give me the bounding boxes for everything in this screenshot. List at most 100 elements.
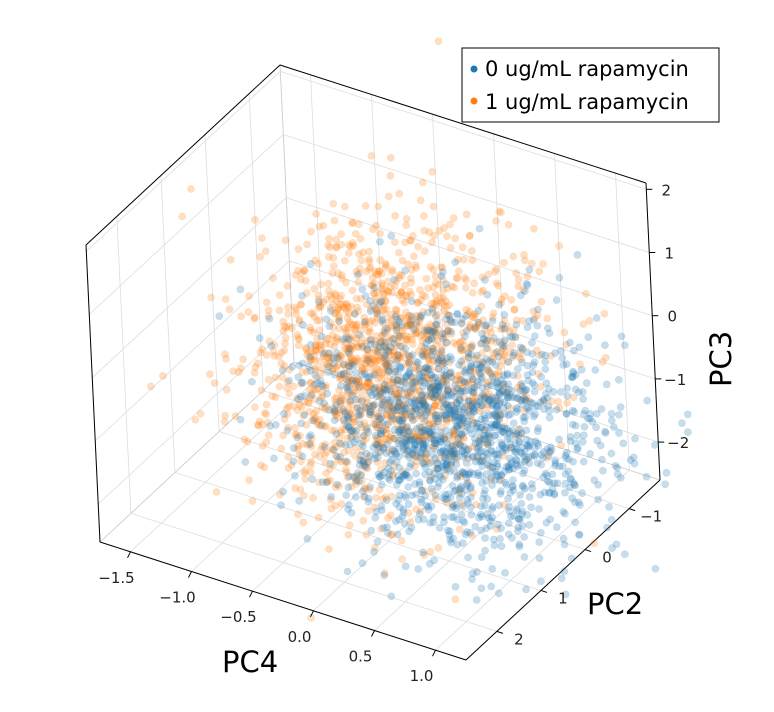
data-point	[334, 304, 343, 312]
data-point	[446, 352, 455, 361]
data-point	[611, 461, 620, 470]
y-tick-mark	[496, 630, 504, 634]
data-point	[350, 386, 359, 395]
data-point	[528, 259, 536, 268]
data-point	[533, 459, 542, 468]
data-point	[399, 400, 408, 409]
data-point	[271, 373, 280, 382]
data-point	[415, 387, 424, 396]
data-point	[397, 287, 405, 296]
data-point	[340, 448, 348, 457]
data-point	[372, 493, 380, 502]
data-point	[417, 507, 425, 516]
data-point	[509, 476, 517, 484]
data-point	[344, 415, 353, 424]
data-point	[357, 333, 366, 342]
data-point	[402, 442, 411, 450]
data-point	[336, 400, 345, 408]
data-point	[626, 456, 635, 464]
data-point	[432, 296, 441, 305]
data-point	[423, 333, 432, 342]
data-point	[402, 337, 410, 346]
data-point	[386, 153, 395, 162]
data-point	[364, 336, 372, 345]
data-point	[344, 403, 352, 412]
data-point	[437, 298, 446, 307]
data-point	[366, 405, 375, 413]
data-point	[482, 432, 491, 440]
data-point	[445, 406, 454, 415]
data-point	[335, 354, 344, 363]
data-point	[341, 407, 350, 416]
data-point	[438, 462, 447, 471]
data-point	[423, 405, 432, 414]
data-point	[442, 416, 451, 424]
data-point	[403, 432, 412, 441]
data-point	[465, 231, 474, 240]
data-point	[326, 358, 334, 367]
data-point	[390, 282, 399, 291]
data-point	[590, 476, 599, 484]
data-point	[377, 403, 386, 412]
data-point	[386, 511, 395, 520]
grid-line-x-back	[554, 153, 569, 451]
data-point	[447, 439, 456, 447]
data-point	[366, 379, 375, 388]
data-point	[491, 267, 500, 276]
data-point	[468, 429, 476, 438]
data-point	[368, 355, 377, 364]
data-point	[642, 472, 651, 481]
data-point	[350, 415, 358, 424]
data-point	[498, 324, 507, 333]
data-point	[449, 388, 458, 396]
data-point	[415, 509, 424, 518]
data-point	[416, 448, 425, 457]
data-point	[502, 391, 511, 399]
data-point	[570, 480, 579, 489]
data-point	[601, 427, 609, 436]
data-point	[506, 390, 514, 399]
data-point	[358, 396, 367, 405]
data-point	[576, 501, 584, 509]
data-point	[428, 383, 437, 392]
data-point	[395, 452, 403, 461]
data-point	[346, 396, 355, 405]
data-point	[543, 445, 552, 453]
data-point	[471, 397, 479, 406]
data-point	[469, 442, 478, 451]
data-point	[398, 342, 407, 351]
data-point	[531, 402, 540, 411]
data-point	[407, 399, 416, 407]
data-point	[294, 510, 302, 519]
data-point	[366, 296, 374, 305]
data-point	[518, 316, 527, 325]
data-point	[450, 392, 459, 401]
data-point	[284, 402, 293, 411]
data-point	[297, 378, 306, 387]
data-point	[483, 449, 492, 458]
data-point	[479, 334, 488, 343]
data-point	[562, 454, 570, 463]
data-point	[374, 267, 383, 276]
data-point	[494, 422, 503, 431]
data-point	[358, 382, 367, 391]
data-point	[433, 460, 442, 469]
data-point	[332, 243, 341, 252]
data-point	[382, 449, 391, 457]
data-point	[447, 513, 456, 521]
data-point	[393, 415, 402, 424]
data-point	[453, 472, 462, 480]
data-point	[396, 362, 404, 371]
data-point	[363, 345, 372, 354]
data-point	[358, 462, 367, 471]
data-point	[547, 446, 556, 454]
data-point	[479, 359, 488, 368]
data-point	[226, 255, 235, 264]
data-point	[421, 431, 430, 439]
data-point	[450, 446, 459, 455]
data-point	[316, 376, 325, 385]
data-point	[358, 559, 367, 567]
data-point	[421, 343, 429, 352]
data-point	[377, 430, 386, 438]
data-point	[558, 354, 567, 362]
